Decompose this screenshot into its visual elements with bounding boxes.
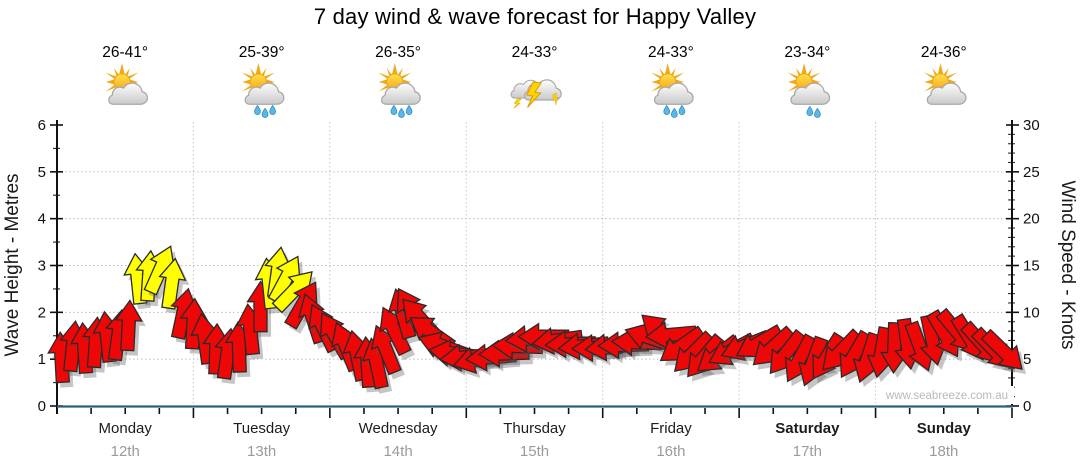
- date-label: 15th: [520, 443, 549, 460]
- wind-arrow: [980, 328, 1026, 375]
- cloud-icon: [790, 82, 831, 105]
- temp-range: 23-34°: [784, 44, 830, 61]
- raindrop-icon: [663, 104, 671, 115]
- weather-sun-cloud-rain-2-icon: [787, 62, 831, 118]
- date-label: 13th: [247, 443, 276, 460]
- wind-tick-label: 25: [1023, 164, 1040, 181]
- watermark-bg: [876, 386, 1014, 404]
- day-label: Thursday: [503, 420, 566, 437]
- raindrop-icon: [261, 107, 269, 118]
- lightning-icon: [526, 81, 542, 108]
- raindrop-icon: [269, 104, 276, 115]
- date-label: 17th: [793, 443, 822, 460]
- wave-tick-label: 6: [38, 117, 46, 134]
- watermark: www.seabreeze.com.au: [885, 390, 1008, 402]
- cloud-icon: [380, 82, 421, 105]
- weather-sun-cloud-rain-3-icon: [378, 62, 421, 118]
- wave-tick-label: 4: [38, 211, 46, 228]
- weather-sun-cloud-icon: [105, 62, 149, 105]
- temp-range: 24-36°: [921, 44, 967, 61]
- raindrop-icon: [678, 104, 686, 115]
- wave-tick-label: 1: [38, 351, 46, 368]
- date-label: 12th: [111, 443, 140, 460]
- wave-tick-label: 3: [38, 258, 46, 275]
- day-label: Sunday: [917, 420, 972, 437]
- raindrop-icon: [405, 104, 413, 115]
- day-label: Friday: [650, 420, 692, 437]
- day-label: Tuesday: [233, 420, 290, 437]
- wind-tick-label: 0: [1023, 398, 1031, 415]
- wave-tick-label: 5: [38, 164, 46, 181]
- temp-range: 26-35°: [375, 44, 421, 61]
- wind-tick-label: 10: [1023, 304, 1040, 321]
- wind-tick-label: 5: [1023, 351, 1031, 368]
- day-label: Saturday: [775, 420, 840, 437]
- wind-tick-label: 15: [1023, 258, 1040, 275]
- wind-arrow: [158, 257, 190, 314]
- cloud-icon: [653, 82, 694, 105]
- raindrop-icon: [254, 104, 261, 115]
- wind-arrow: [114, 299, 146, 356]
- raindrop-icon: [806, 105, 814, 116]
- raindrop-icon: [671, 107, 678, 118]
- temp-range: 24-33°: [648, 44, 694, 61]
- day-label: Wednesday: [359, 420, 438, 437]
- temp-range: 25-39°: [239, 44, 285, 61]
- wind-tick-label: 30: [1023, 117, 1040, 134]
- lightning-icon: [513, 97, 522, 109]
- wind-tick-label: 20: [1023, 211, 1040, 228]
- cloud-icon: [926, 82, 967, 105]
- temp-range: 24-33°: [512, 44, 558, 61]
- page-title: 7 day wind & wave forecast for Happy Val…: [313, 4, 757, 29]
- wave-axis-label: Wave Height - Metres: [2, 173, 23, 356]
- weather-storm-icon: [510, 79, 562, 109]
- date-label: 18th: [929, 443, 958, 460]
- date-label: 16th: [656, 443, 685, 460]
- cloud-icon: [108, 82, 149, 105]
- weather-sun-cloud-icon: [924, 62, 967, 105]
- cloud-icon: [244, 82, 285, 105]
- day-label: Monday: [99, 420, 153, 437]
- raindrop-icon: [814, 107, 821, 118]
- weather-sun-cloud-rain-3-icon: [651, 62, 694, 118]
- temp-range: 26-41°: [102, 44, 148, 61]
- wind-axis-label: Wind Speed - Knots: [1057, 181, 1078, 350]
- weather-sun-cloud-rain-3-icon: [241, 62, 285, 118]
- wave-tick-label: 0: [38, 398, 46, 415]
- raindrop-icon: [398, 107, 405, 118]
- raindrop-icon: [390, 104, 398, 115]
- wave-tick-label: 2: [38, 304, 46, 321]
- date-label: 14th: [383, 443, 412, 460]
- lightning-icon: [552, 92, 559, 106]
